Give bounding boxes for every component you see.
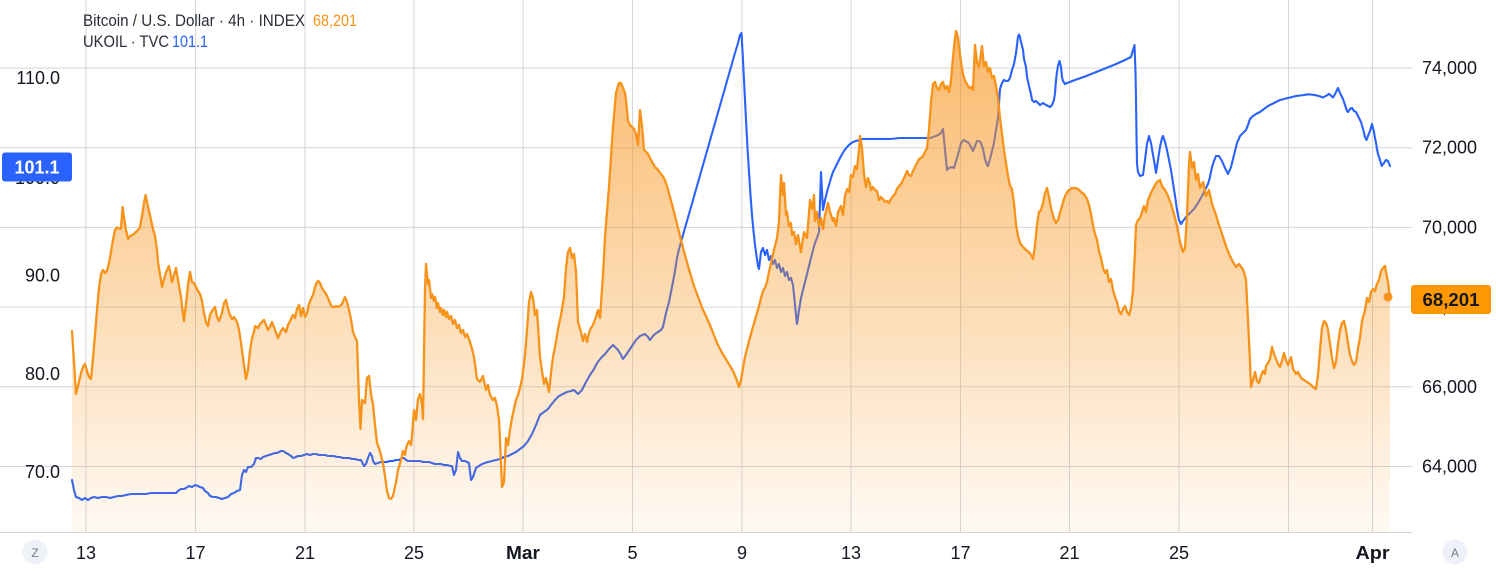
svg-text:5: 5 — [627, 543, 637, 563]
svg-text:25: 25 — [404, 543, 424, 563]
svg-text:Mar: Mar — [506, 543, 540, 563]
svg-text:17: 17 — [185, 543, 205, 563]
svg-text:70,000: 70,000 — [1422, 217, 1477, 237]
svg-text:74,000: 74,000 — [1422, 58, 1477, 78]
svg-text:13: 13 — [76, 543, 96, 563]
svg-text:68,201: 68,201 — [1423, 290, 1480, 310]
svg-text:Bitcoin / U.S. Dollar · 4h · I: Bitcoin / U.S. Dollar · 4h · INDEX — [83, 11, 305, 30]
svg-text:70.0: 70.0 — [25, 462, 60, 482]
svg-text:101.1: 101.1 — [172, 32, 208, 51]
svg-text:68,201: 68,201 — [313, 11, 357, 30]
svg-text:21: 21 — [295, 543, 315, 563]
svg-text:90.0: 90.0 — [25, 266, 60, 286]
svg-text:64,000: 64,000 — [1422, 457, 1477, 477]
svg-text:9: 9 — [737, 543, 747, 563]
svg-text:Apr: Apr — [1356, 543, 1390, 563]
svg-text:101.1: 101.1 — [15, 158, 60, 178]
svg-text:66,000: 66,000 — [1422, 377, 1477, 397]
svg-text:72,000: 72,000 — [1422, 138, 1477, 158]
svg-text:110.0: 110.0 — [16, 68, 60, 88]
svg-text:25: 25 — [1169, 543, 1189, 563]
svg-text:13: 13 — [841, 543, 861, 563]
svg-text:A: A — [1451, 546, 1459, 560]
svg-text:UKOIL · TVC: UKOIL · TVC — [83, 32, 169, 51]
svg-text:80.0: 80.0 — [25, 364, 60, 384]
svg-text:21: 21 — [1059, 543, 1079, 563]
svg-text:Z: Z — [31, 546, 38, 560]
svg-text:17: 17 — [950, 543, 970, 563]
